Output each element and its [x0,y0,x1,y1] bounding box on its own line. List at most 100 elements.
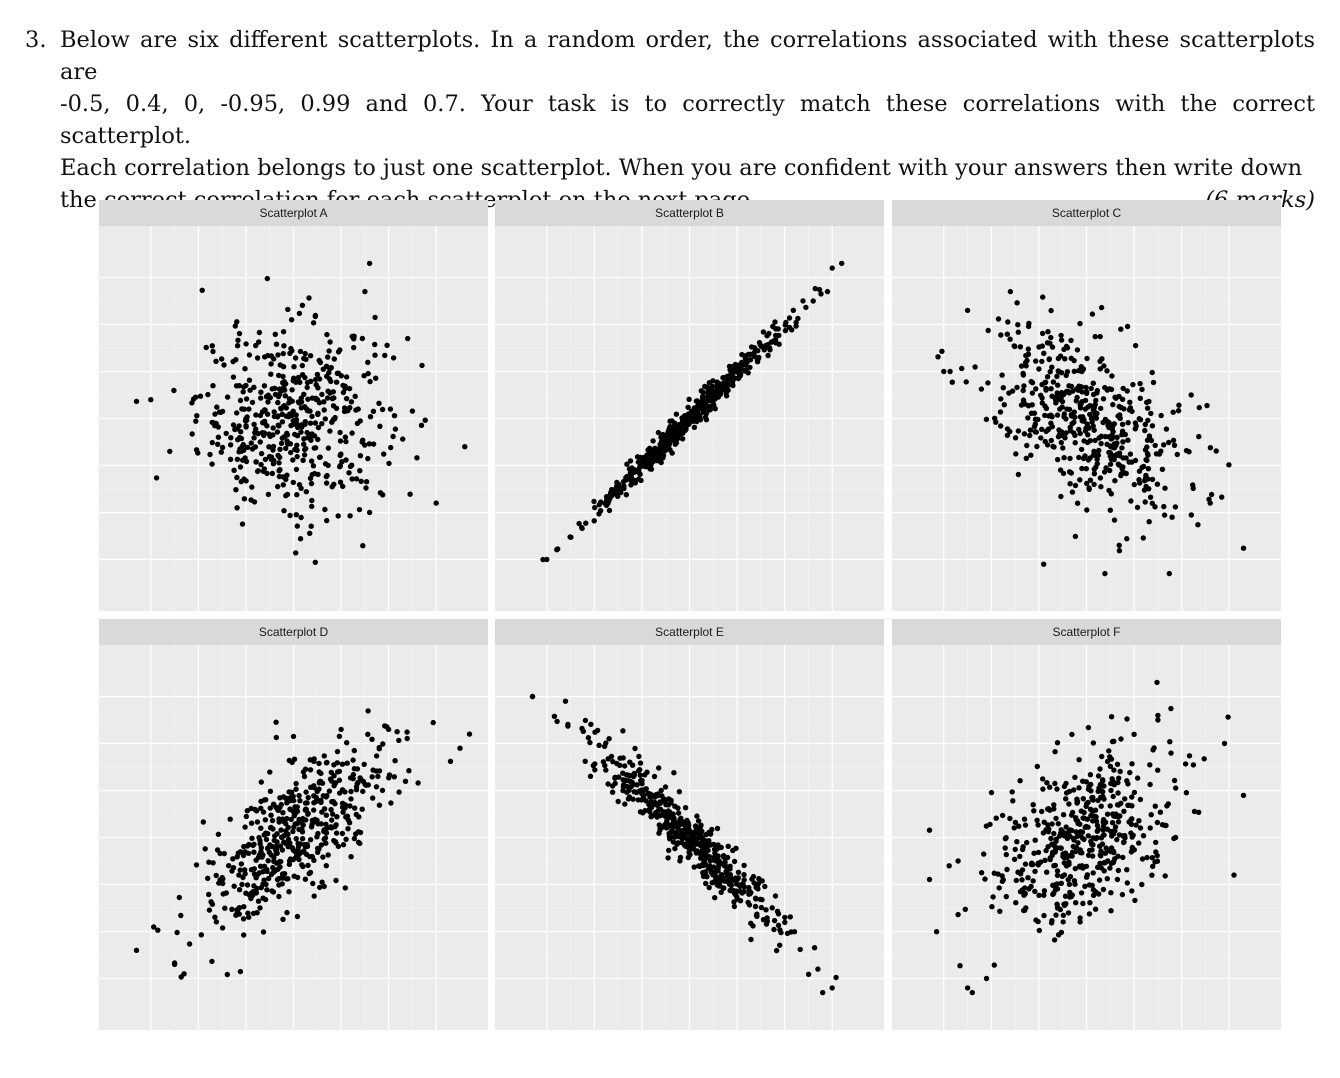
data-point [1183,790,1190,796]
data-point [996,885,1002,891]
data-point [670,424,676,430]
data-point [724,878,731,885]
data-point [603,740,609,746]
data-point [293,786,299,792]
data-point [1017,853,1023,860]
data-point [309,395,316,401]
data-point [696,849,702,856]
data-point [264,275,270,282]
data-point [1048,920,1055,926]
data-point [1069,421,1075,427]
data-point [1058,880,1064,886]
data-point [1024,357,1030,364]
data-point [359,806,365,812]
data-point [361,761,367,767]
data-point [606,736,612,742]
data-point [266,875,272,882]
data-point [243,890,249,896]
data-point [1097,781,1104,788]
data-point [759,897,765,903]
data-point [272,385,278,391]
data-point [311,807,317,813]
scatterplot-c-title: Scatterplot C [892,200,1281,226]
data-point [617,762,623,768]
data-point [1115,819,1122,825]
data-point [373,768,380,774]
data-point [690,841,696,847]
data-point [1062,893,1069,899]
data-point [805,971,812,977]
data-point [231,883,237,889]
data-point [335,843,342,850]
data-point [304,429,310,436]
data-point [1035,849,1042,856]
grid-major [495,645,884,1030]
data-point [1240,792,1247,799]
data-point [747,351,754,357]
data-point [1068,383,1075,390]
data-point [348,788,354,795]
data-point [288,345,294,352]
data-point [707,830,714,836]
data-point [644,769,650,775]
data-point [384,342,390,348]
data-point [241,476,247,482]
data-point [350,771,357,778]
data-point [369,774,375,780]
data-point [342,434,349,440]
data-point [357,775,363,781]
data-point [1013,900,1019,906]
data-point [1083,466,1089,472]
data-point [639,777,645,784]
data-point [1034,817,1040,823]
data-point [197,393,204,399]
data-point [353,787,360,793]
data-point [1098,848,1104,854]
data-point [340,483,346,490]
data-point [698,835,704,842]
data-point [246,352,253,358]
data-point [723,382,730,389]
data-point [1047,369,1053,375]
data-point [763,921,770,927]
scatterplot-b-title: Scatterplot B [495,200,884,226]
data-point [295,399,302,405]
data-point [280,364,287,370]
data-point [554,547,560,553]
data-point [280,350,286,357]
data-point [404,729,410,735]
data-point [1044,780,1050,786]
data-point [1093,818,1100,824]
data-point [1124,880,1130,886]
data-point [1083,384,1089,391]
data-point [1149,500,1155,506]
data-point [784,930,791,937]
data-point [1021,383,1027,389]
data-point [1069,489,1076,495]
question-line-1: Below are six different scatterplots. In… [60,27,1315,85]
data-point [325,388,331,394]
data-point [419,362,425,369]
data-point [730,887,737,894]
data-point [646,801,652,808]
data-point [1096,877,1103,883]
data-point [707,863,713,869]
data-point [610,758,616,765]
data-point [334,760,340,766]
data-point [1147,825,1153,831]
data-point [1162,873,1168,879]
data-point [340,809,346,815]
data-point [221,850,227,857]
data-point [637,772,643,778]
data-point [709,383,716,390]
data-point [302,374,308,381]
data-point [227,442,234,448]
data-point [1108,908,1114,914]
data-point [1039,808,1045,815]
data-point [355,779,361,786]
data-point [1142,499,1148,505]
data-point [957,963,963,969]
data-point [722,855,728,861]
data-point [1142,421,1148,428]
data-point [652,792,658,799]
